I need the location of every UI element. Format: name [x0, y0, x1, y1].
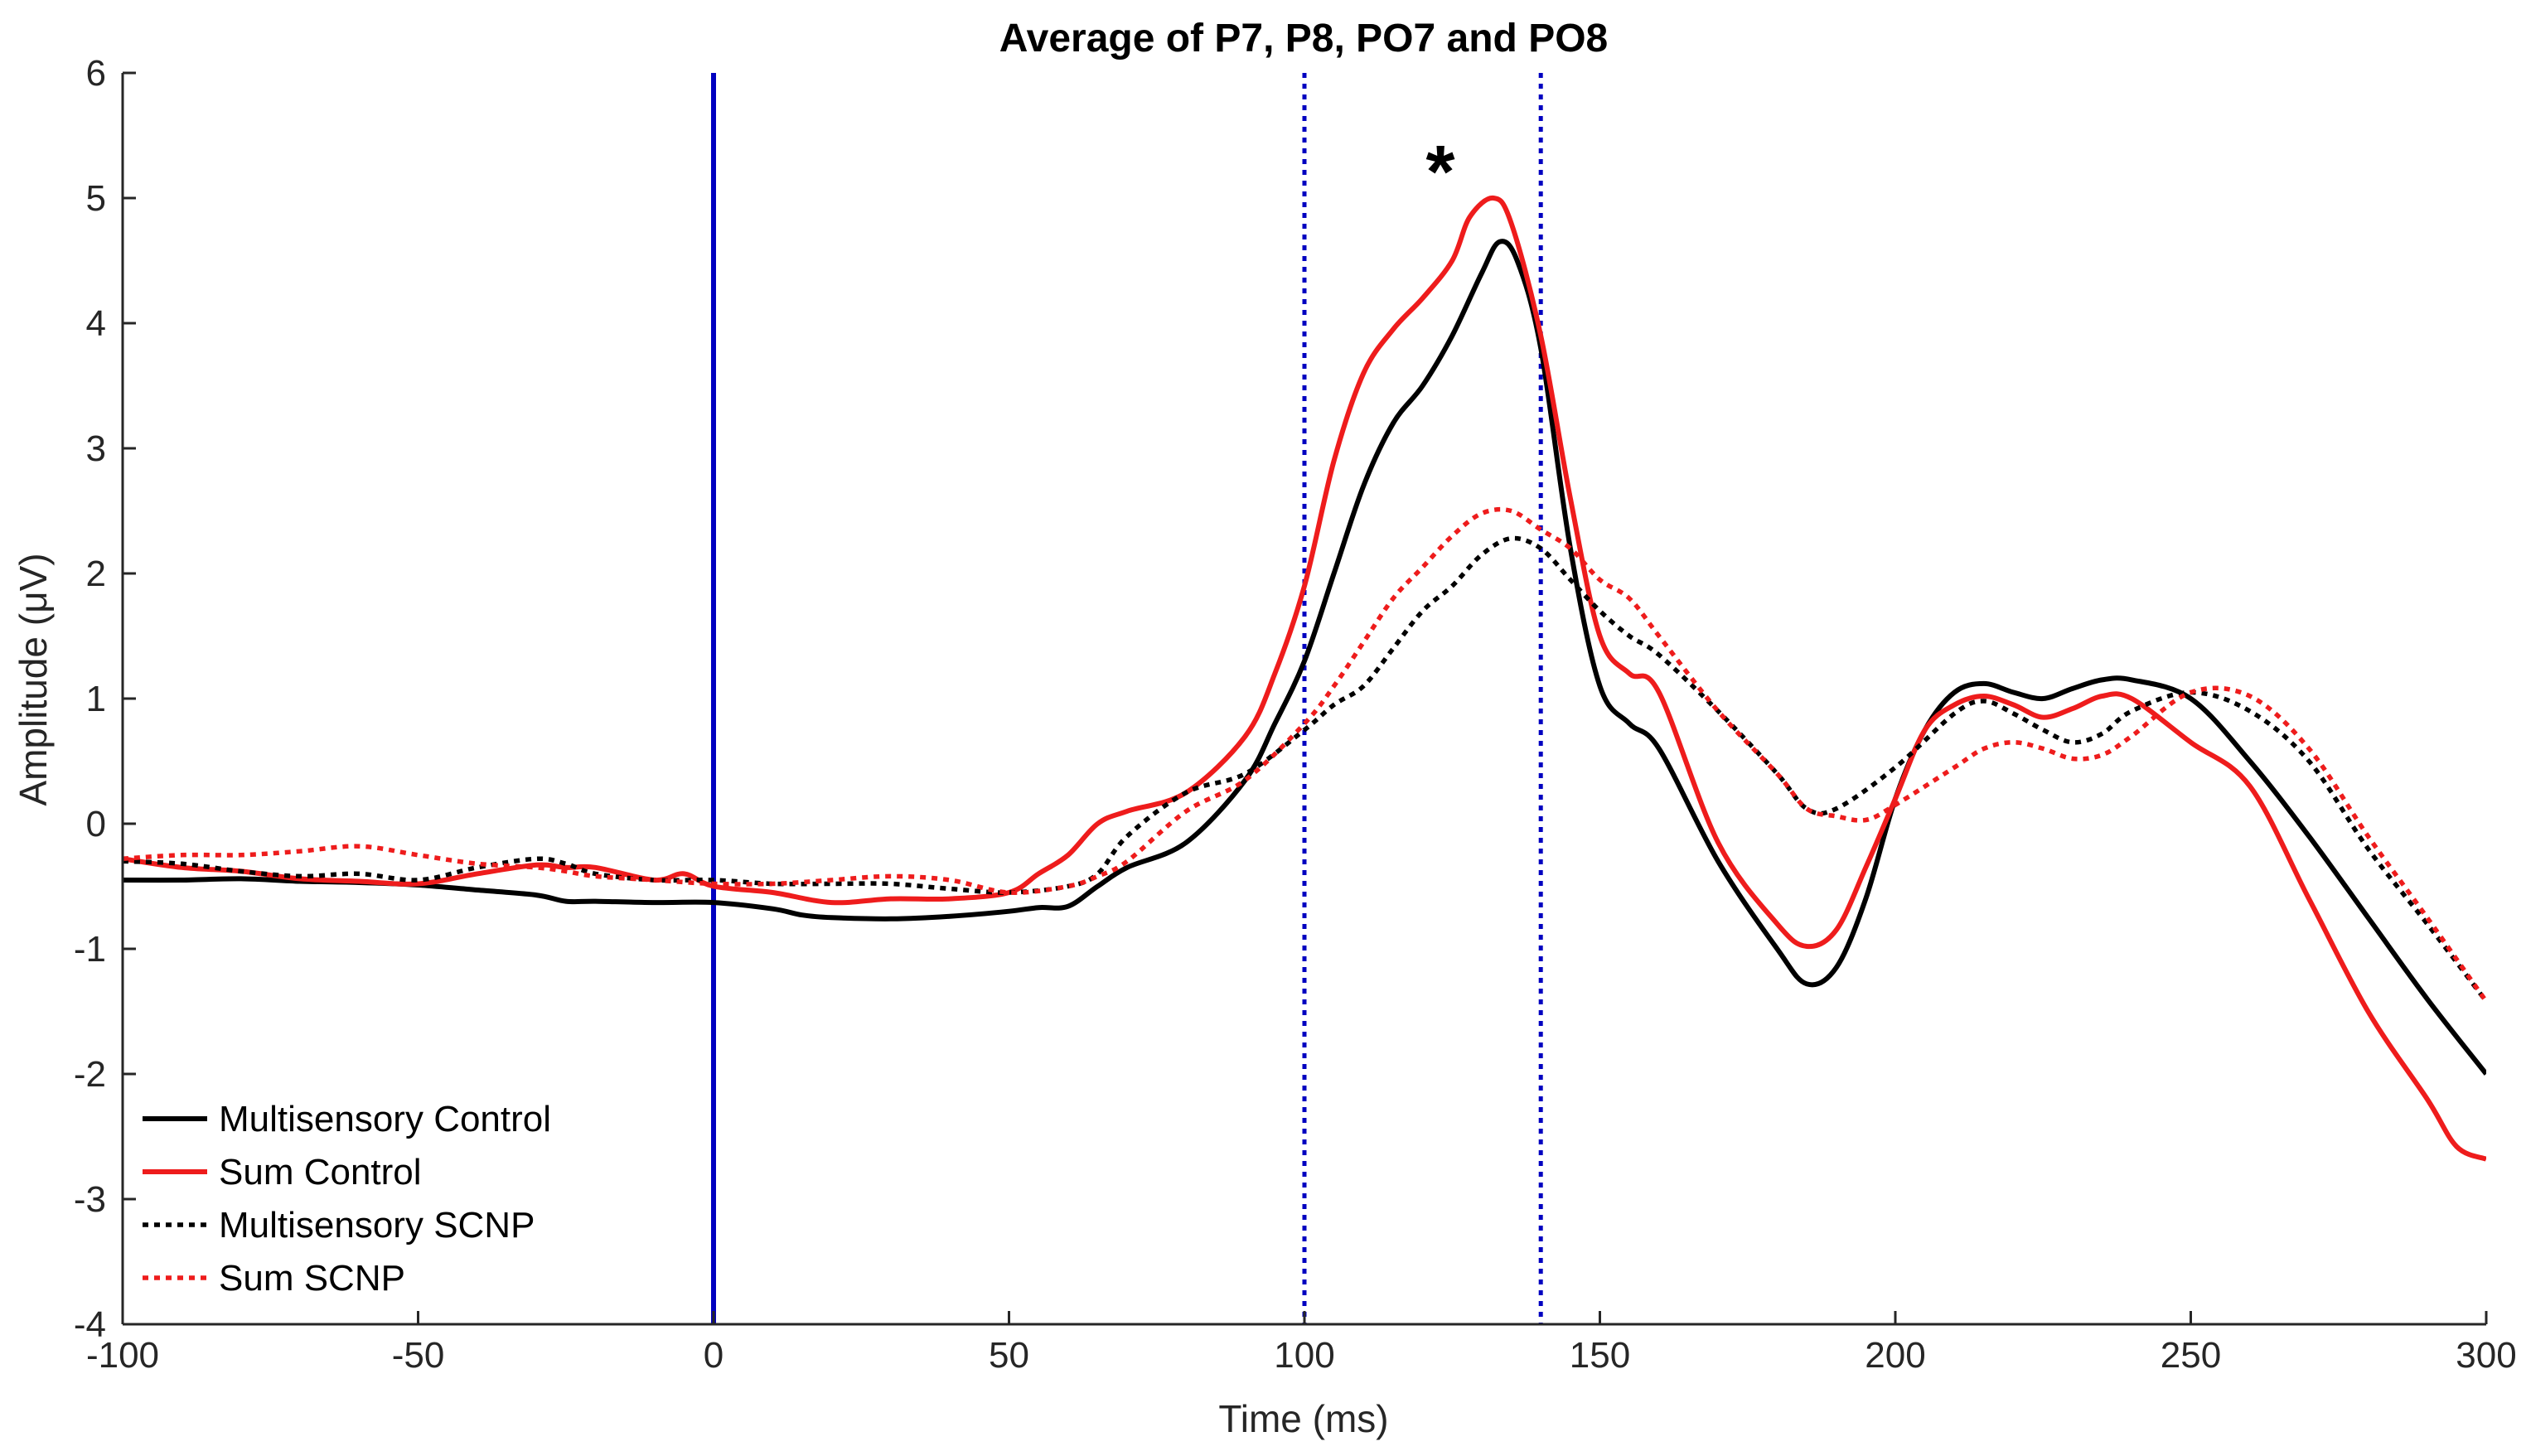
y-tick-label: 3 — [86, 428, 106, 469]
x-axis-label: Time (ms) — [1218, 1397, 1388, 1440]
vertical-markers — [711, 73, 1543, 1324]
x-tick-label: 250 — [2161, 1335, 2221, 1376]
y-tick-label: 1 — [86, 679, 106, 719]
legend: Multisensory Control Sum Control Multisens… — [143, 1099, 551, 1299]
series-group — [123, 195, 2486, 1162]
y-tick-label: -3 — [74, 1179, 106, 1220]
legend-label-multisensory-control: Multisensory Control — [219, 1099, 551, 1139]
legend-label-sum-control: Sum Control — [219, 1152, 422, 1192]
y-tick-label: -1 — [74, 929, 106, 970]
legend-label-sum-scnp: Sum SCNP — [219, 1258, 405, 1299]
x-tick-label: 0 — [704, 1335, 723, 1376]
series-line-sum-control — [123, 195, 2486, 1162]
y-tick-label: 4 — [86, 303, 106, 344]
x-tick-label: -100 — [86, 1335, 159, 1376]
y-tick-label: 0 — [86, 804, 106, 844]
tick-labels: -100 -50 0 50 100 150 200 250 300 -4 -3 -2 -1 0 1 2 3 4 5 6 — [74, 53, 2517, 1376]
series-line-multisensory-control — [123, 239, 2486, 1076]
y-tick-label: 5 — [86, 178, 106, 219]
x-tick-label: 50 — [989, 1335, 1029, 1376]
y-tick-label: -2 — [74, 1054, 106, 1095]
x-tick-label: -50 — [392, 1335, 445, 1376]
y-tick-label: 6 — [86, 53, 106, 94]
annotations: * — [1425, 131, 1454, 214]
series-line-multisensory-scnp — [123, 535, 2486, 1004]
legend-label-multisensory-scnp: Multisensory SCNP — [219, 1205, 535, 1246]
significance-marker: * — [1425, 131, 1454, 214]
x-tick-label: 200 — [1865, 1335, 1925, 1376]
series-line-sum-scnp — [123, 506, 2486, 1003]
y-tick-label: -4 — [74, 1304, 106, 1345]
x-tick-label: 100 — [1274, 1335, 1334, 1376]
x-tick-label: 150 — [1570, 1335, 1630, 1376]
chart-title: Average of P7, P8, PO7 and PO8 — [999, 17, 1609, 60]
x-tick-label: 300 — [2456, 1335, 2516, 1376]
y-axis-label: Amplitude (μV) — [12, 553, 55, 805]
axes — [121, 71, 2488, 1326]
y-tick-label: 2 — [86, 554, 106, 594]
